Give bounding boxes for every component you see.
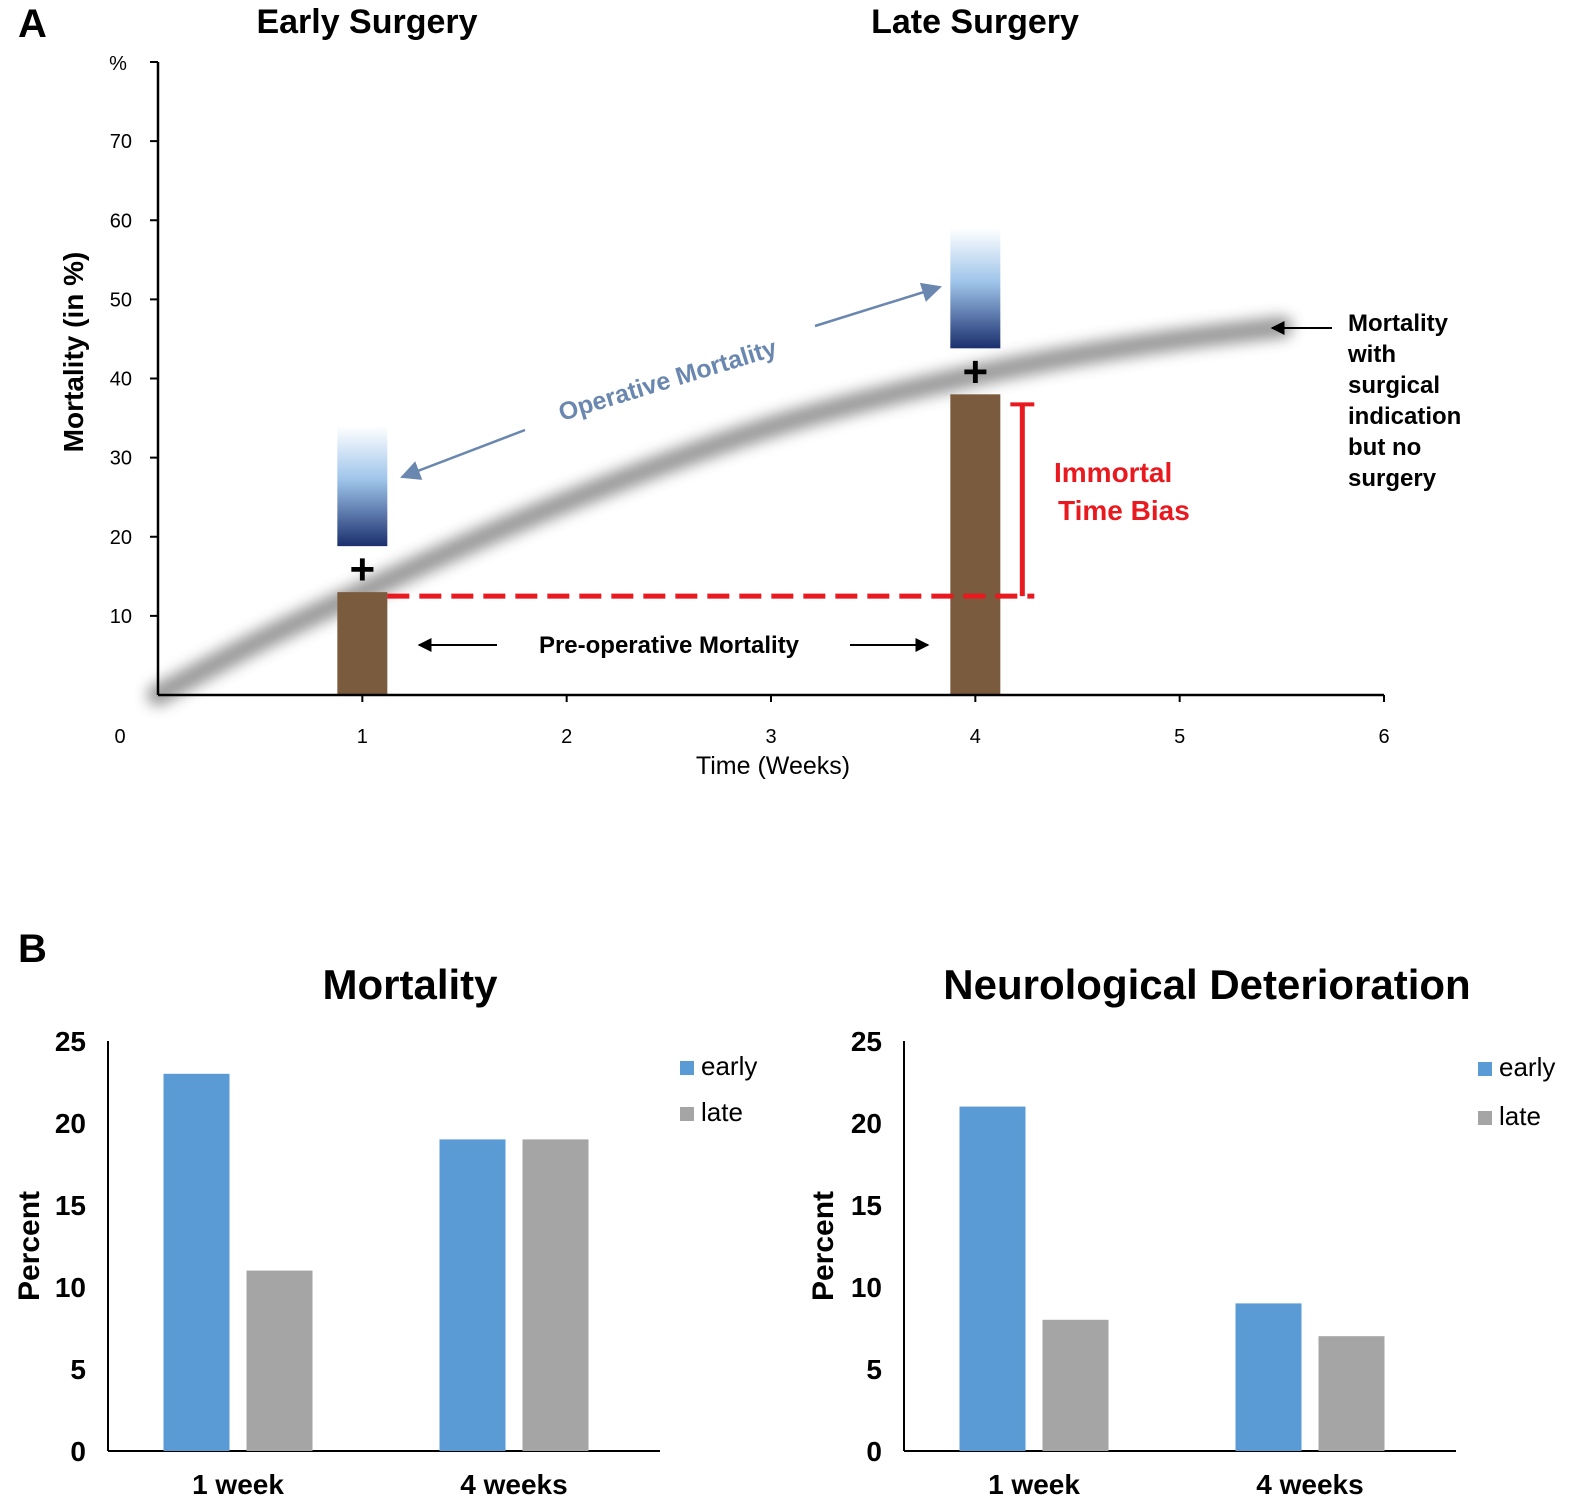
x-tick-label: 4 <box>970 726 981 748</box>
legend-label-late: late <box>1499 1101 1541 1131</box>
immortal-time-bias-marker <box>387 402 1035 599</box>
x-tick-label: 6 <box>1378 726 1389 748</box>
heading-early-surgery: Early Surgery <box>256 3 477 41</box>
x-tick-label: 5 <box>1174 726 1185 748</box>
y-tick-label: 5 <box>866 1354 882 1385</box>
y-tick-label: 0 <box>70 1436 86 1467</box>
y-tick-label: 20 <box>851 1108 882 1139</box>
mortality-curve-line <box>147 316 1293 706</box>
x-tick-label: 3 <box>765 726 776 748</box>
early-bar <box>959 1106 1026 1451</box>
category-label: 1 week <box>192 1469 284 1500</box>
category-label: 4 weeks <box>460 1469 567 1500</box>
y-tick-label: 60 <box>110 210 132 232</box>
late-bar <box>246 1270 313 1451</box>
x-tick-label: 1 <box>357 726 368 748</box>
curve-label-line-5: but no <box>1348 434 1421 461</box>
plus-sign-2: + <box>962 347 988 396</box>
y-unit-label: % <box>109 53 127 75</box>
legend-label-early: early <box>701 1051 757 1081</box>
operative-bar-2 <box>950 228 1001 349</box>
bias-line-1: Immortal <box>1054 457 1172 488</box>
mortality-curve <box>147 316 1293 706</box>
preoperative-bar-2 <box>950 394 1001 695</box>
y-tick-label: 15 <box>55 1190 86 1221</box>
x-tick-label: 0 <box>114 726 125 748</box>
curve-label-line-2: with <box>1347 341 1396 368</box>
mortality-bar-chart: Mortality Percent 0 5 10 15 20 25 1 week 4 week… <box>13 961 757 1500</box>
early-bar <box>439 1139 506 1451</box>
y-tick-label: 25 <box>851 1026 882 1057</box>
chart-title-mortality: Mortality <box>322 961 498 1008</box>
operative-bar-1 <box>337 425 388 547</box>
operative-mortality-label: Operative Mortality <box>555 334 780 427</box>
immortal-time-bias-label: Immortal Time Bias <box>1054 457 1190 526</box>
x-tick-label: 2 <box>561 726 572 748</box>
panel-a-chart: Early Surgery Late Surgery ++ 1020304050… <box>58 3 1468 780</box>
category-label: 1 week <box>988 1469 1080 1500</box>
plus-sign-1: + <box>349 545 375 594</box>
legend-swatch-late <box>1478 1111 1492 1125</box>
curve-label-line-4: indication <box>1348 403 1461 430</box>
neuro-plot: 0 5 10 15 20 25 1 week 4 weeks early late <box>851 1026 1556 1500</box>
y-tick-label: 20 <box>55 1108 86 1139</box>
y-tick-label: 10 <box>110 606 132 628</box>
y-tick-label: 70 <box>110 131 132 153</box>
y-axis-label-neuro: Percent <box>807 1191 840 1301</box>
panel-a-bars: ++ <box>337 228 1001 695</box>
y-tick-label: 5 <box>70 1354 86 1385</box>
operative-arrow-early <box>400 428 526 480</box>
legend-swatch-late <box>680 1107 694 1121</box>
y-tick-label: 0 <box>866 1436 882 1467</box>
y-tick-label: 30 <box>110 448 132 470</box>
panel-label-b: B <box>18 927 47 971</box>
late-bar <box>522 1139 589 1451</box>
y-axis-label: Mortality (in %) <box>58 252 89 453</box>
y-tick-label: 10 <box>55 1272 86 1303</box>
y-tick-label: 50 <box>110 289 132 311</box>
mortality-plot: 0 5 10 15 20 25 1 week 4 weeks early late <box>55 1026 758 1500</box>
x-axis-label: Time (Weeks) <box>696 752 850 780</box>
neuro-deterioration-bar-chart: Neurological Deterioration Percent 0 5 10 1… <box>807 961 1555 1500</box>
category-label: 4 weeks <box>1256 1469 1363 1500</box>
legend-label-late: late <box>701 1097 743 1127</box>
preoperative-bar-1 <box>337 592 388 695</box>
panel-label-a: A <box>18 2 47 46</box>
y-axis-label-mortality: Percent <box>13 1191 46 1301</box>
curve-label-line-6: surgery <box>1348 465 1437 492</box>
chart-title-neuro: Neurological Deterioration <box>943 961 1470 1008</box>
y-tick-label: 25 <box>55 1026 86 1057</box>
curve-label-line-3: surgical <box>1348 372 1440 399</box>
early-bar <box>163 1073 230 1451</box>
legend-swatch-early <box>680 1061 694 1075</box>
y-tick-label: 15 <box>851 1190 882 1221</box>
y-tick-label: 20 <box>110 527 132 549</box>
heading-late-surgery: Late Surgery <box>871 3 1079 41</box>
curve-label: Mortality with surgical indication but n… <box>1347 310 1468 492</box>
early-bar <box>1235 1303 1302 1451</box>
y-tick-label: 40 <box>110 369 132 391</box>
late-bar <box>1318 1336 1385 1451</box>
preoperative-mortality-label: Pre-operative Mortality <box>539 632 800 659</box>
late-bar <box>1042 1319 1109 1451</box>
bias-line-2: Time Bias <box>1058 495 1190 526</box>
y-tick-label: 10 <box>851 1272 882 1303</box>
curve-label-line-1: Mortality <box>1348 310 1449 337</box>
panel-a-ticks: 10 20 30 40 50 60 70 0 1 2 3 4 5 6 <box>110 131 1390 748</box>
operative-arrow-late <box>814 282 942 328</box>
legend-swatch-early <box>1478 1062 1492 1076</box>
legend-label-early: early <box>1499 1052 1555 1082</box>
